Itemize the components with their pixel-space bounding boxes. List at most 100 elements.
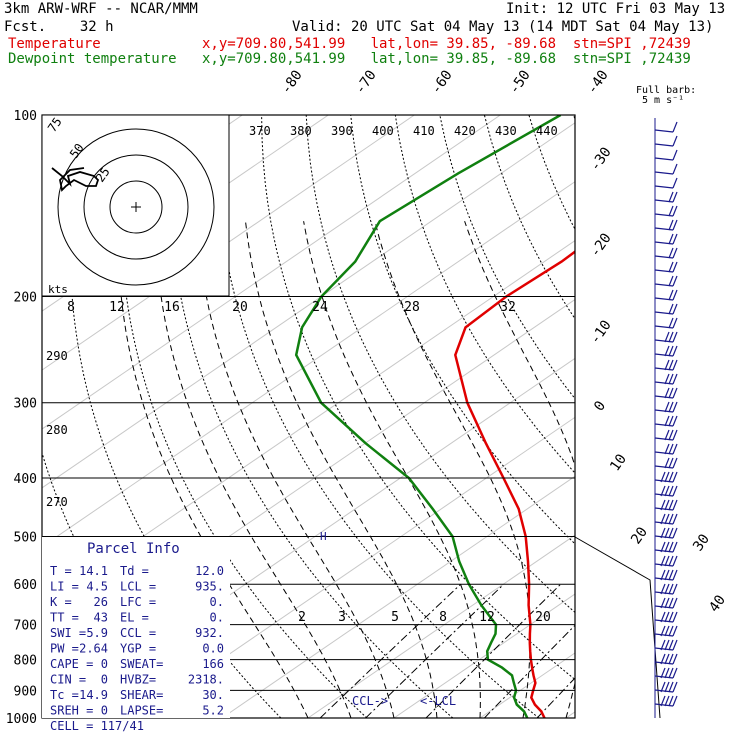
wind-barb xyxy=(654,681,678,693)
wind-barb-shaft xyxy=(654,157,674,161)
wind-barb xyxy=(654,401,678,413)
wind-barb xyxy=(654,331,678,343)
wind-barb xyxy=(654,191,678,203)
wind-barb-flag xyxy=(668,219,674,231)
theta-top-label: 380 xyxy=(290,124,312,138)
moist-adiabat xyxy=(196,221,395,718)
wind-barb-flag xyxy=(668,541,674,553)
theta-e-label: 290 xyxy=(46,349,68,363)
lower-right-edge xyxy=(574,536,661,719)
wind-barb-flag xyxy=(668,345,674,357)
wind-barb-shaft xyxy=(654,535,674,539)
wind-barb xyxy=(654,597,678,609)
theta-top-label: 400 xyxy=(372,124,394,138)
isotherm-label: -60 xyxy=(428,67,456,97)
wind-key-label: Full barb: xyxy=(636,85,696,96)
wind-barb-shaft xyxy=(654,563,674,567)
wind-barb-flag xyxy=(664,653,670,665)
parcel-info-value: 5.9 xyxy=(86,626,108,640)
wind-barb-flag xyxy=(664,499,670,511)
wind-barb-flag xyxy=(668,499,674,511)
parcel-info-value: 14.9 xyxy=(79,688,108,702)
wind-barb xyxy=(654,695,678,707)
wind-barb xyxy=(654,163,678,175)
wind-barb-flag xyxy=(672,289,678,301)
isotherm-line xyxy=(652,115,740,718)
wind-barb xyxy=(654,457,678,469)
wind-barb-flag xyxy=(668,611,674,623)
wind-barb xyxy=(654,583,678,595)
wind-barb-flag xyxy=(664,611,670,623)
wind-barb-flag xyxy=(668,401,674,413)
wind-barb-shaft xyxy=(654,283,674,287)
parcel-info-label: TT = xyxy=(50,611,79,625)
theta-top-label: 410 xyxy=(413,124,435,138)
wind-barb-flag xyxy=(672,275,678,287)
wind-barb xyxy=(654,247,678,259)
wind-barb xyxy=(654,345,678,357)
wind-barb-flag xyxy=(668,569,674,581)
wind-barb-flag xyxy=(672,121,678,133)
wind-barb-flag xyxy=(660,541,666,553)
isotherm-line xyxy=(479,652,575,718)
wind-barb-flag xyxy=(668,275,674,287)
isotherm-line xyxy=(42,115,501,430)
wind-barb-flag xyxy=(668,485,674,497)
dry-adiabat xyxy=(528,115,575,231)
parcel-info-value: 0 xyxy=(101,704,108,718)
parcel-info-value: 12.0 xyxy=(195,564,224,578)
init-time: Init: 12 UTC Fri 03 May 13 xyxy=(506,1,726,17)
moist-adiabat xyxy=(695,221,740,718)
wind-barb-flag xyxy=(668,317,674,329)
isotherm-label: -50 xyxy=(506,67,534,97)
wind-barb-shaft xyxy=(654,577,674,581)
wind-barb-flag xyxy=(672,541,678,553)
wind-barb-flag xyxy=(668,639,674,651)
wind-barb-flag xyxy=(660,597,666,609)
dry-adiabat xyxy=(69,115,282,718)
wind-barb-flag xyxy=(672,177,678,189)
wind-barb-flag xyxy=(668,695,674,707)
wind-barb-flag xyxy=(672,653,678,665)
wind-barb-flag xyxy=(664,457,670,469)
pressure-tick-label: 700 xyxy=(14,619,37,634)
wind-barb-flag xyxy=(672,429,678,441)
mixing-ratio-label: 2 xyxy=(298,610,306,625)
wind-barb-shaft xyxy=(654,325,674,329)
isotherm-line xyxy=(42,239,575,607)
wind-barb-shaft xyxy=(654,689,674,693)
parcel-info-label: SHEAR= xyxy=(120,688,163,702)
moist-adiabat xyxy=(652,221,740,718)
wind-barb xyxy=(654,513,678,525)
wind-barb-shaft xyxy=(654,199,674,203)
isotherm-line xyxy=(307,534,575,718)
lcl-marker: <-LCL xyxy=(420,694,456,708)
wind-barb xyxy=(654,373,678,385)
temperature-legend: Temperature xyxy=(8,36,101,52)
pressure-tick-label: 400 xyxy=(14,472,37,487)
wind-barb-shaft xyxy=(654,661,674,665)
wind-barb xyxy=(654,527,678,539)
wind-barb-shaft xyxy=(654,339,674,343)
wind-barb-flag xyxy=(664,387,670,399)
moist-adiabat xyxy=(154,221,352,718)
parcel-info-label: SWEAT= xyxy=(120,657,163,671)
wind-barb-shaft xyxy=(654,409,674,413)
pressure-tick-label: 500 xyxy=(14,530,37,545)
wind-barb-shaft xyxy=(654,367,674,371)
wind-barb-shaft xyxy=(654,521,674,525)
isotherm-line xyxy=(135,416,575,718)
mixing-ratio-line xyxy=(484,624,575,718)
wind-barb xyxy=(654,639,678,651)
wind-barb-flag xyxy=(660,555,666,567)
wind-barb-flag xyxy=(664,471,670,483)
dry-adiabat xyxy=(350,115,575,545)
wind-barb-flag xyxy=(672,219,678,231)
wind-barb-flag xyxy=(672,247,678,259)
wind-barb-flag xyxy=(668,247,674,259)
wind-barb-flag xyxy=(668,359,674,371)
parcel-info-value: 932. xyxy=(195,626,224,640)
parcel-info-label: CIN = xyxy=(50,673,86,687)
isotherm-label: -40 xyxy=(584,67,612,97)
wind-barb-shaft xyxy=(654,437,674,441)
